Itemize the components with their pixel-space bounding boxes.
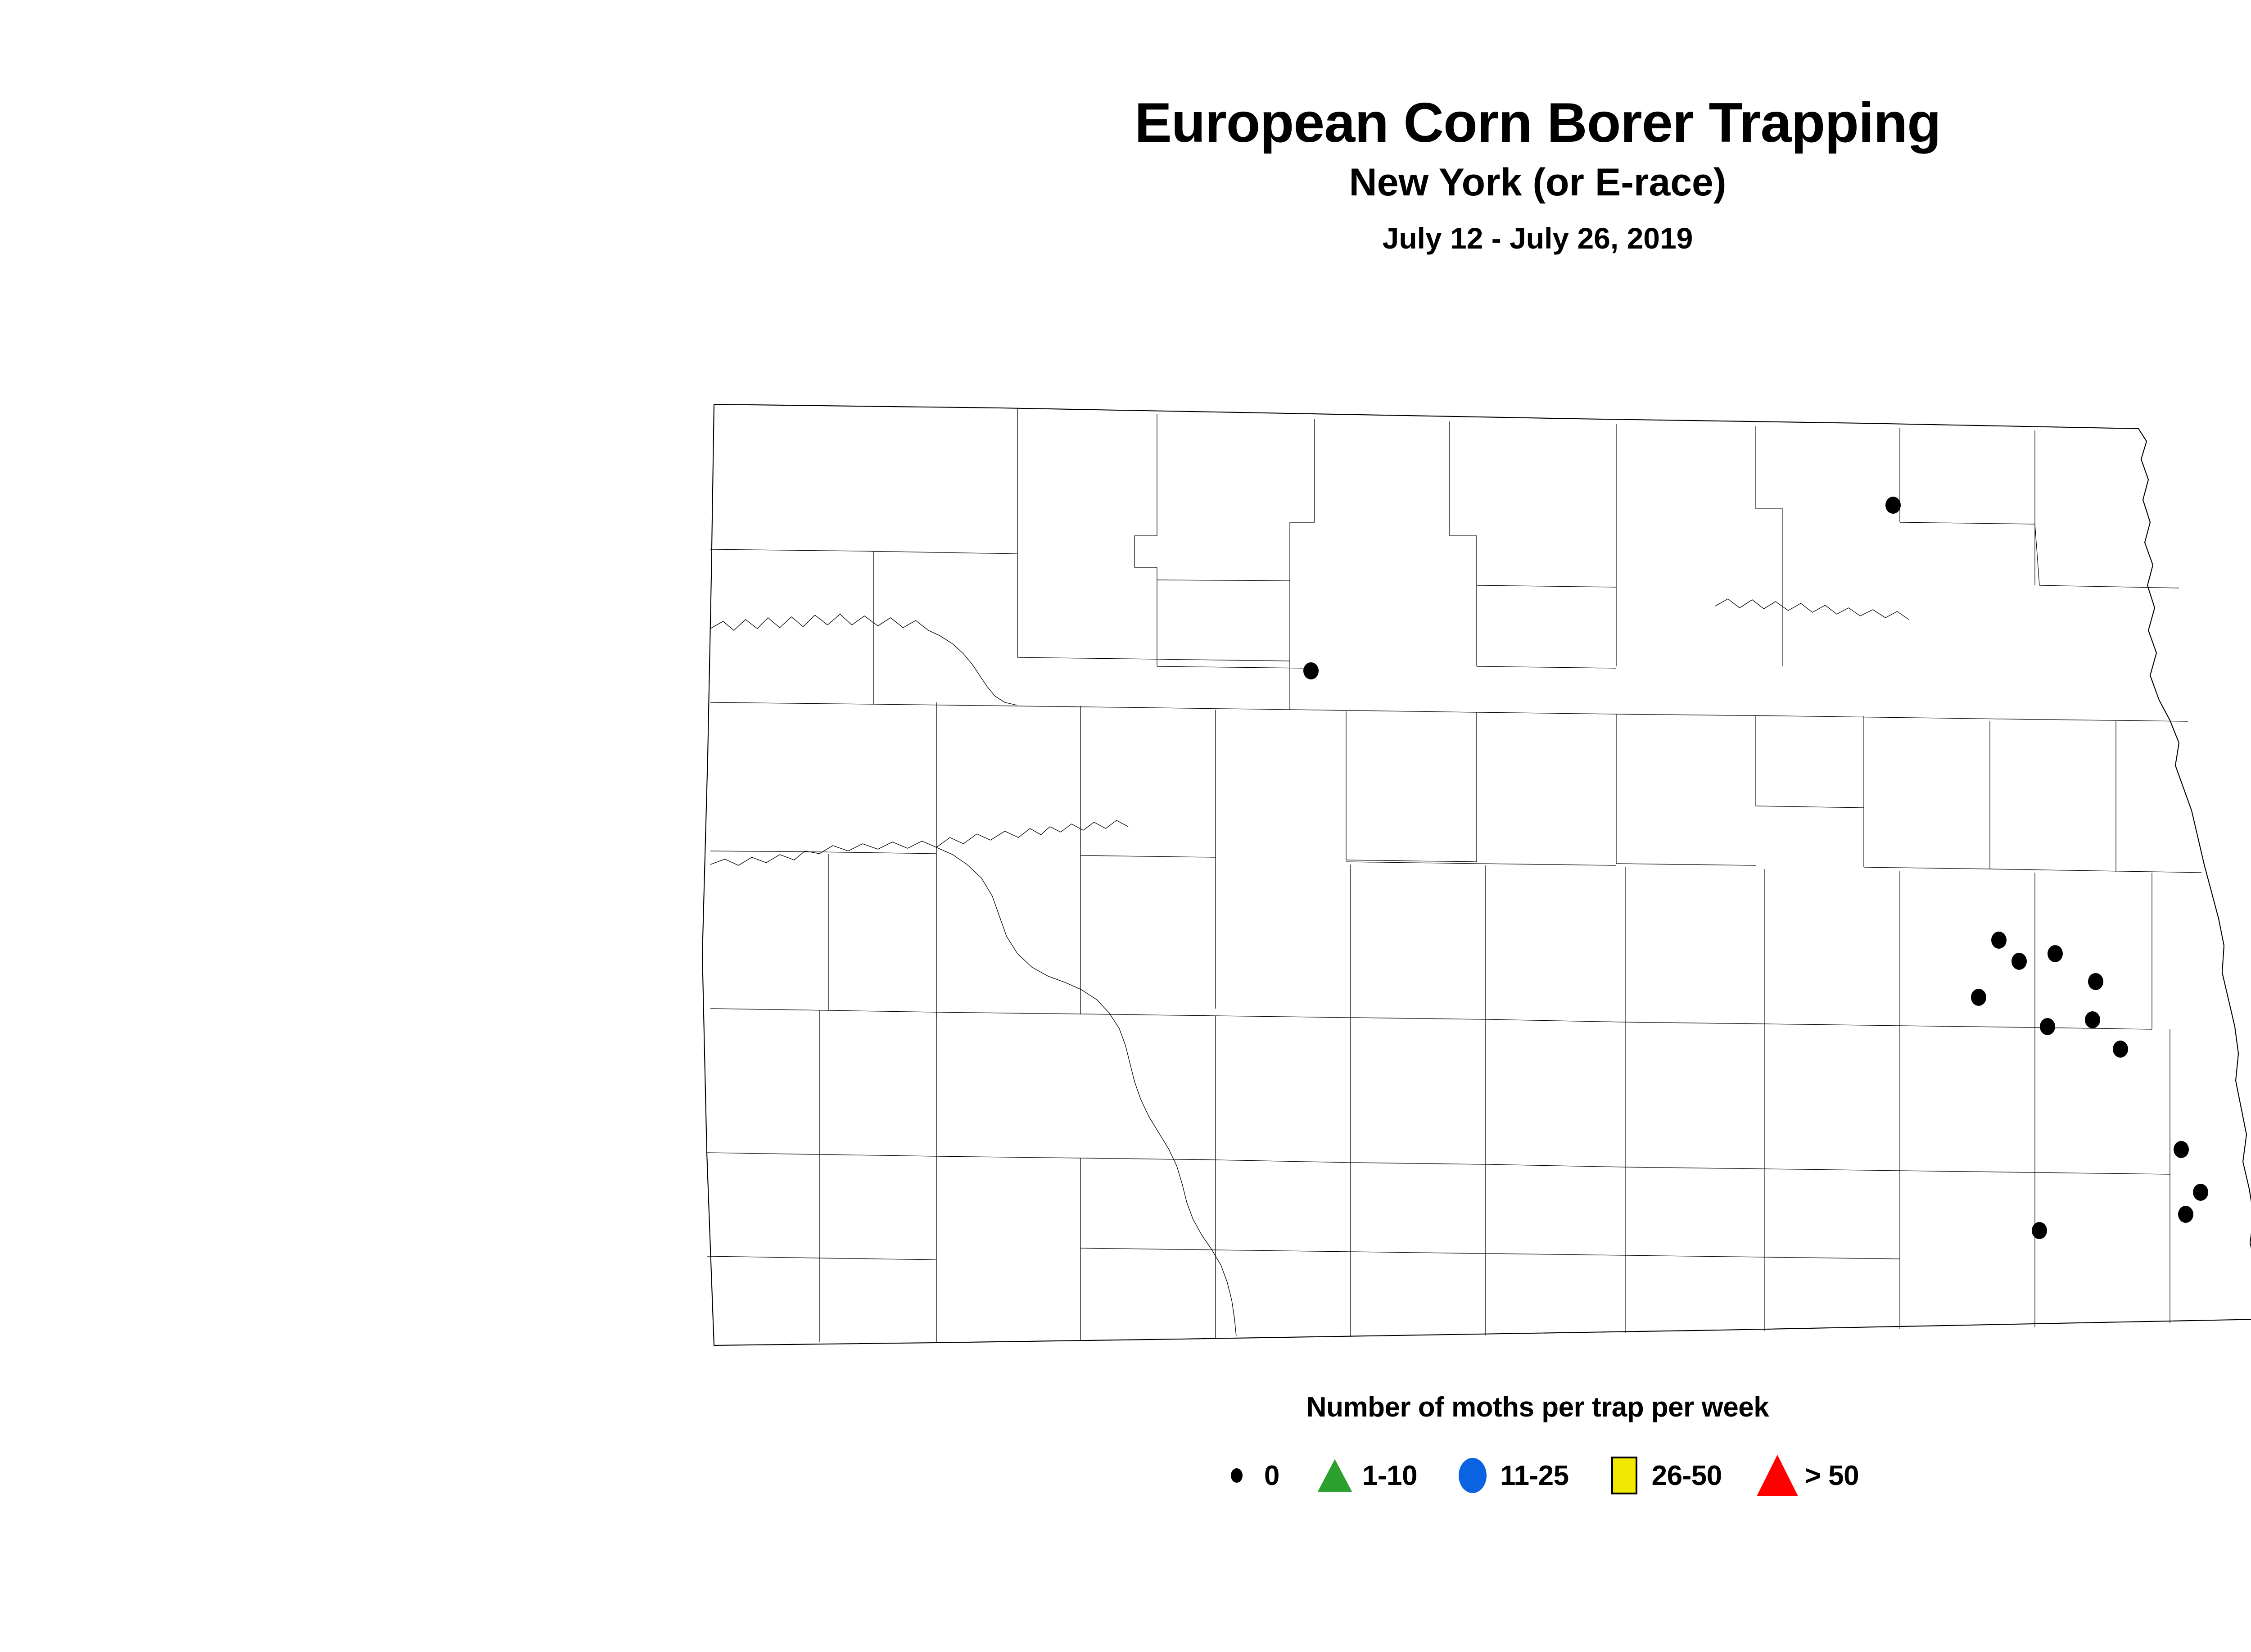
legend-swatch-shape [1756, 1455, 1798, 1496]
legend-item--50: > 50 [1756, 1453, 1859, 1498]
legend-dot-icon [1216, 1453, 1257, 1498]
legend-triangle-icon [1315, 1453, 1355, 1498]
trap-site-dot[interactable] [1885, 497, 1901, 514]
legend-swatch-shape [1230, 1468, 1243, 1483]
trap-site-dot[interactable] [1303, 662, 1319, 679]
county-boundaries [707, 408, 2201, 1343]
page-title: European Corn Borer Trapping [1135, 92, 1941, 154]
legend-item-26-50: 26-50 [1604, 1453, 1722, 1498]
trap-site-dot[interactable] [2193, 1184, 2208, 1201]
legend-swatch-shape [1458, 1458, 1487, 1493]
legend-circle-icon [1452, 1453, 1493, 1498]
legend-item-1-10: 1-10 [1315, 1453, 1417, 1498]
trap-site-dot[interactable] [2113, 1041, 2128, 1058]
legend-title: Number of moths per trap per week [1306, 1392, 1769, 1423]
legend-item-label: 26-50 [1651, 1460, 1722, 1491]
north-dakota-county-map[interactable] [684, 387, 2251, 1369]
date-range-label: July 12 - July 26, 2019 [1382, 221, 1693, 255]
trap-site-dot[interactable] [2178, 1206, 2193, 1223]
legend: Number of moths per trap per week 0 1-10 1… [0, 1391, 2251, 1498]
trap-site-dot[interactable] [1991, 932, 2007, 949]
trap-site-markers[interactable] [1303, 497, 2208, 1239]
legend-item-0: 0 [1216, 1453, 1279, 1498]
legend-swatch-shape [1317, 1459, 1352, 1492]
trap-site-dot[interactable] [2174, 1141, 2189, 1158]
legend-swatch-shape [1611, 1457, 1637, 1494]
missouri-river [710, 820, 1236, 1336]
trap-site-dot[interactable] [2040, 1018, 2055, 1035]
page-subtitle: New York (or E-race) [1349, 161, 1727, 204]
legend-item-label: > 50 [1804, 1460, 1859, 1491]
legend-item-label: 1-10 [1362, 1460, 1418, 1491]
trap-site-dot[interactable] [2011, 953, 2027, 970]
legend-item-label: 11-25 [1500, 1460, 1569, 1491]
trap-site-dot[interactable] [2088, 973, 2103, 990]
state-boundary [702, 404, 2251, 1345]
legend-triangle-large-icon [1756, 1453, 1798, 1498]
trap-site-dot[interactable] [2048, 945, 2063, 962]
lake-boundary [710, 614, 1017, 705]
trap-site-dot[interactable] [1971, 989, 1986, 1006]
devils-lake [1715, 599, 1909, 620]
map-svg [684, 387, 2251, 1369]
legend-item-11-25: 11-25 [1452, 1453, 1569, 1498]
trap-site-dot[interactable] [2085, 1011, 2100, 1028]
title-block: European Corn Borer Trapping New York (o… [0, 95, 2251, 254]
legend-square-icon [1604, 1453, 1645, 1498]
legend-item-label: 0 [1264, 1460, 1279, 1491]
trap-site-dot[interactable] [2032, 1222, 2047, 1239]
legend-items: 0 1-10 11-25 26-50 > 50 [0, 1453, 2251, 1498]
